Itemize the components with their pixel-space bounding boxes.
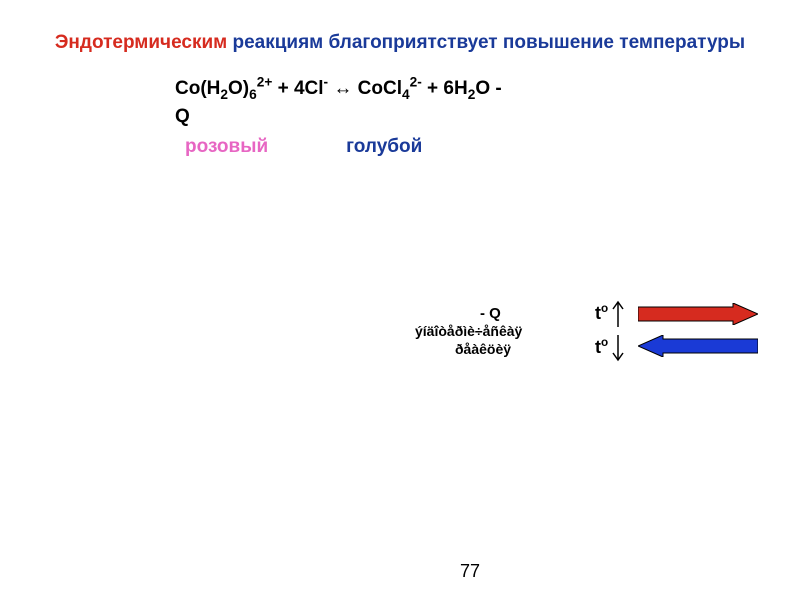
blue-label: голубой [346, 136, 422, 157]
slide-content: Эндотермическим реакциям благоприятствуе… [0, 0, 800, 188]
eq-su3: 2- [410, 74, 422, 89]
t-top-sup: o [601, 302, 608, 315]
t-symbol-bottom: to [595, 337, 608, 358]
eq-s2: 6 [249, 86, 257, 101]
arrow-down-icon [612, 335, 624, 363]
eq-s3: 4 [402, 86, 410, 101]
eq-p1: Co(H [175, 78, 220, 99]
diagram-minus-q: - Q [480, 305, 501, 322]
red-arrow-right-icon [638, 303, 758, 325]
temperature-diagram: - Q ýíäîòåðìè÷åñêàÿ ðåàêöèÿ to to [400, 305, 780, 415]
equation-block: Co(H2O)62+ + 4Cl- ↔ CoCl42- + 6H2O - Q [175, 75, 760, 132]
diagram-garbled-line1: ýíäîòåðìè÷åñêàÿ [415, 323, 522, 339]
slide-title: Эндотермическим реакциям благоприятствуе… [40, 30, 760, 57]
title-rest: реакциям благоприятствует повышение темп… [227, 32, 745, 53]
diagram-garbled-line2: ðåàêöèÿ [455, 341, 511, 357]
equation-line1: Co(H2O)62+ + 4Cl- ↔ CoCl42- + 6H2O - [175, 78, 502, 99]
eq-su1: 2+ [257, 74, 273, 89]
eq-m2: + 4Cl [272, 78, 323, 99]
equation-line2: Q [175, 106, 190, 127]
eq-m4: + 6H [422, 78, 468, 99]
t-symbol-top: to [595, 303, 608, 324]
eq-m5: O - [475, 78, 501, 99]
eq-m3: ↔ CoCl [328, 78, 402, 99]
eq-s1: 2 [220, 86, 228, 101]
page-number: 77 [460, 561, 480, 582]
arrow-up-icon [612, 299, 624, 327]
color-labels: розовый голубой [185, 136, 760, 158]
pink-label: розовый [185, 136, 268, 157]
title-highlight: Эндотермическим [55, 32, 227, 53]
t-bot-sup: o [601, 336, 608, 349]
blue-arrow-left-icon [638, 335, 758, 357]
eq-m1: O) [228, 78, 249, 99]
